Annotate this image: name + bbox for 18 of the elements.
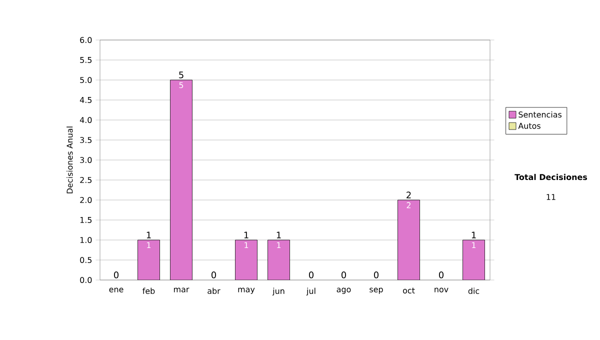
- total-label: 0: [212, 272, 216, 278]
- bar: [138, 240, 160, 280]
- bar: [170, 80, 192, 280]
- bar: [268, 240, 290, 280]
- total-label: 1: [244, 232, 248, 238]
- total-label: 0: [439, 272, 444, 278]
- total-label: 1: [276, 232, 281, 238]
- total-label: 5: [179, 72, 184, 78]
- total-label: 1: [472, 232, 476, 238]
- total-label: 0: [374, 272, 379, 278]
- total-label: 0: [114, 272, 119, 278]
- total-label: 0: [342, 272, 346, 278]
- total-label: 1: [146, 232, 151, 238]
- total-label: 0: [309, 272, 314, 278]
- bar: [235, 240, 258, 280]
- total-label: 2: [406, 192, 411, 198]
- bar: [462, 240, 485, 280]
- bar: [398, 200, 420, 280]
